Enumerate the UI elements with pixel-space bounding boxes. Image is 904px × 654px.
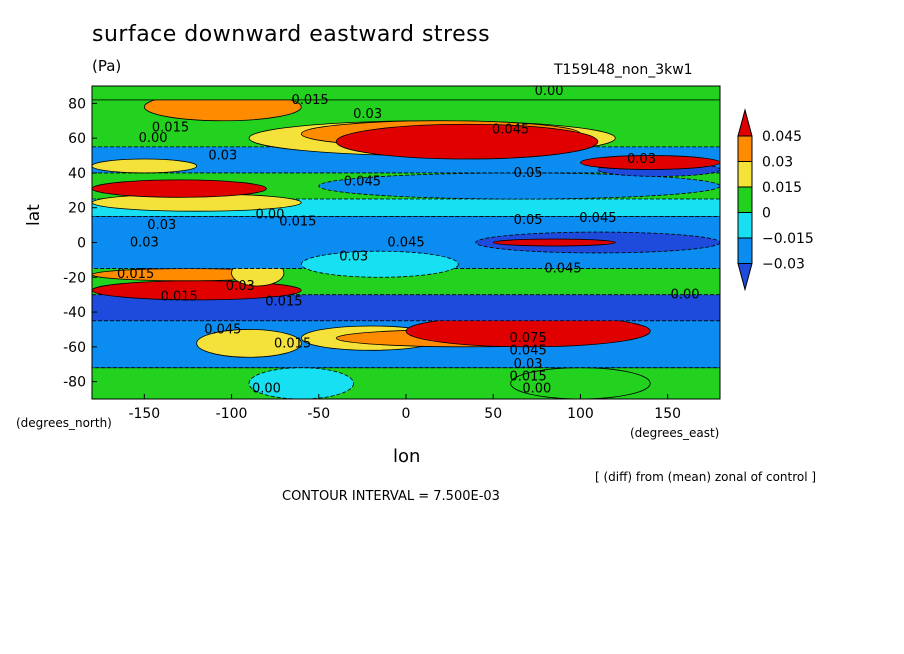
x-tick-label-1: -100 — [216, 406, 248, 422]
chart-title: surface downward eastward stress — [92, 22, 491, 47]
colorbar-label-5: −0.03 — [762, 257, 805, 273]
y-tick-label-0: 80 — [68, 96, 86, 112]
contour-interval-label: CONTOUR INTERVAL = 7.500E-03 — [282, 489, 500, 504]
colorbar-label-1: 0.03 — [762, 155, 793, 171]
colorbar: 0.045 0.03 0.015 0 −0.015 −0.03 — [737, 108, 814, 292]
contour-label-6: 0.03 — [208, 149, 237, 164]
contour-label-7: 0.03 — [627, 152, 656, 167]
contour-label-2: 0.00 — [535, 84, 564, 99]
contour-region-22 — [92, 158, 198, 174]
contour-region-16 — [492, 238, 616, 247]
x-tick-label-6: 150 — [654, 406, 681, 422]
contour-region-27 — [580, 155, 720, 170]
x-tick-label-4: 50 — [484, 406, 502, 422]
colorbar-label-3: 0 — [762, 206, 771, 222]
contour-label-13: 0.03 — [130, 236, 159, 251]
contour-label-16: 0.05 — [514, 213, 543, 228]
y-tick-label-3: 20 — [68, 201, 86, 217]
contour-label-5: 0.045 — [492, 122, 529, 137]
contour-label-0: 0.015 — [291, 93, 328, 108]
y-tick-label-1: 60 — [68, 131, 86, 147]
contour-label-15: 0.03 — [339, 249, 368, 264]
y-tick-label-4: 0 — [77, 236, 86, 252]
contour-label-1: 0.03 — [353, 107, 382, 122]
contour-label-9: 0.05 — [514, 166, 543, 181]
colorbar-label-2: 0.015 — [762, 180, 802, 196]
contour-label-18: 0.045 — [544, 262, 581, 277]
colorbar-swatch-3 — [737, 212, 753, 239]
contour-label-22: 0.015 — [265, 295, 302, 310]
contour-label-4: 0.00 — [139, 131, 168, 146]
colorbar-label-4: −0.015 — [762, 231, 814, 247]
x-tick-label-3: 0 — [402, 406, 411, 422]
contour-label-21: 0.015 — [161, 289, 198, 304]
contour-label-14: 0.045 — [387, 236, 424, 251]
y-tick-label-5: -20 — [63, 270, 86, 286]
contour-region-14 — [300, 250, 459, 278]
contour-label-11: 0.015 — [279, 215, 316, 230]
x-axis-units: (degrees_east) — [630, 426, 720, 440]
chart-units: (Pa) — [92, 57, 122, 75]
x-tick-label-0: -150 — [128, 406, 160, 422]
colorbar-swatch-0 — [737, 135, 753, 162]
contour-label-27: 0.03 — [514, 357, 543, 372]
colorbar-swatch-4 — [737, 237, 753, 264]
contour-label-10: 0.00 — [255, 208, 284, 223]
contour-label-28: 0.015 — [510, 369, 547, 384]
contour-label-23: 0.045 — [204, 322, 241, 337]
run-id-label: T159L48_non_3kw1 — [554, 62, 693, 78]
contour-label-17: 0.045 — [579, 211, 616, 226]
contour-label-25: 0.075 — [510, 331, 547, 346]
plot-area — [92, 86, 720, 399]
contour-label-26: 0.045 — [510, 343, 547, 358]
contour-label-24: 0.015 — [274, 336, 311, 351]
y-tick-label-2: 40 — [68, 166, 86, 182]
axes-layer: -150 -100 -50 0 50 100 150 80 60 40 20 0 -20 -40 -60 -8… — [63, 96, 681, 422]
contour-label-8: 0.045 — [344, 175, 381, 190]
contour-label-19: 0.015 — [117, 267, 154, 282]
contour-label-31: 0.00 — [671, 288, 700, 303]
x-tick-label-5: 100 — [567, 406, 594, 422]
colorbar-swatch-1 — [737, 161, 753, 188]
x-tick-label-2: -50 — [307, 406, 330, 422]
diff-note: [ (diff) from (mean) zonal of control ] — [595, 470, 817, 484]
contour-label-30: 0.00 — [522, 382, 551, 397]
y-tick-label-8: -80 — [63, 375, 86, 391]
colorbar-arrow-bottom — [737, 263, 753, 292]
contour-region-25 — [335, 123, 599, 160]
contour-label-3: 0.015 — [152, 121, 189, 136]
contour-region-19 — [92, 179, 267, 198]
contour-label-29: 0.00 — [252, 382, 281, 397]
y-tick-label-6: -40 — [63, 305, 86, 321]
colorbar-arrow-top — [737, 108, 753, 137]
contour-region-29 — [92, 86, 720, 101]
x-axis-label: lon — [393, 446, 421, 467]
contour-region-5 — [196, 329, 302, 358]
y-tick-label-7: -60 — [63, 340, 86, 356]
y-axis-units: (degrees_north) — [16, 416, 112, 430]
contour-label-20: 0.03 — [226, 279, 255, 294]
colorbar-swatch-2 — [737, 186, 753, 213]
colorbar-label-0: 0.045 — [762, 129, 802, 145]
contour-label-12: 0.03 — [147, 218, 176, 233]
